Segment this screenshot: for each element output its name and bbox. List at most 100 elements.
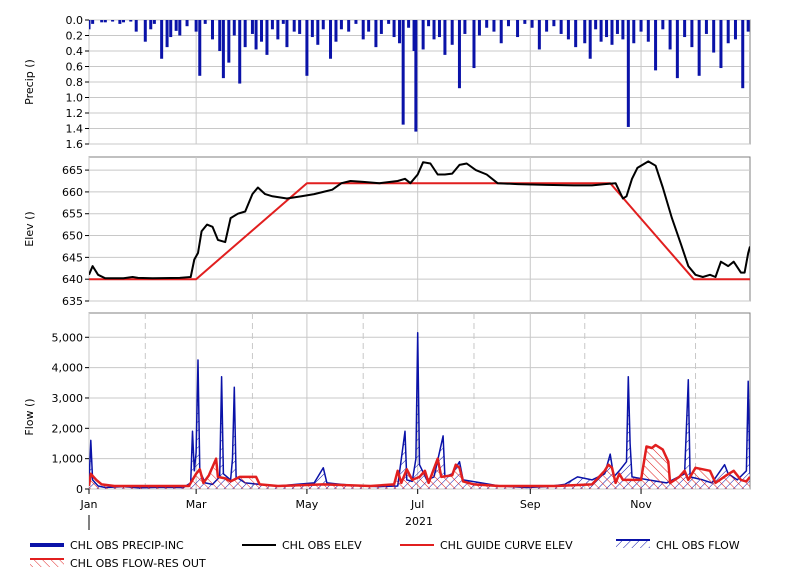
precip-bar: [285, 20, 289, 48]
precip-bar: [626, 20, 630, 127]
precip-bar: [354, 20, 358, 24]
legend-label-flow-res-out: CHL OBS FLOW-RES OUT: [70, 557, 206, 570]
precip-bar: [111, 20, 115, 22]
precip-bar: [583, 20, 587, 44]
y-tick-label: 0.4: [66, 45, 84, 58]
x-tick-label: Nov: [630, 498, 652, 511]
precip-bar: [566, 20, 570, 40]
precip-bar: [361, 20, 365, 40]
precip-bar: [198, 20, 202, 76]
precip-bar: [639, 20, 643, 32]
y-tick-label: 0.2: [66, 30, 84, 43]
y-tick-label: 650: [62, 230, 83, 243]
precip-series: [89, 20, 750, 132]
precip-bar: [134, 20, 138, 32]
precip-bar: [178, 20, 182, 36]
precip-bar: [457, 20, 461, 89]
precip-bar: [152, 20, 156, 24]
precip-bar: [610, 20, 614, 45]
y-tick-label: 1,000: [52, 453, 84, 466]
flow-series: [89, 331, 750, 489]
precip-bar: [675, 20, 679, 79]
precip-bar: [574, 20, 578, 48]
precip-bar: [599, 20, 603, 42]
precip-bar: [281, 20, 285, 24]
precip-bar: [621, 20, 625, 40]
precip-bar: [421, 20, 425, 50]
precip-bar: [254, 20, 258, 50]
precip-axis-label: Precip (): [23, 59, 36, 105]
precip-bar: [305, 20, 309, 76]
y-tick-label: 660: [62, 186, 83, 199]
y-tick-label: 1.2: [66, 107, 84, 120]
precip-bar: [298, 20, 302, 34]
precip-bar: [260, 20, 264, 42]
precip-bar: [552, 20, 556, 27]
elev-series: [89, 160, 750, 281]
data-layer: [89, 20, 750, 489]
precip-bar: [646, 20, 650, 42]
precip-bar: [149, 20, 153, 30]
precip-bar: [374, 20, 378, 48]
precip-bar: [292, 20, 296, 32]
x-axis-year-label: 2021: [405, 515, 433, 528]
precip-bar: [463, 20, 467, 34]
precip-bar: [506, 20, 510, 27]
x-tick-label: Sep: [520, 498, 541, 511]
y-tick-label: 0.8: [66, 76, 84, 89]
precip-bar: [690, 20, 694, 48]
precip-bar: [615, 20, 619, 34]
y-tick-label: 655: [62, 208, 83, 221]
x-tick-label: May: [296, 498, 319, 511]
legend-swatch-flow-res-out: [30, 559, 64, 567]
obs-elev-line: [89, 160, 750, 280]
precip-bar: [588, 20, 592, 59]
legend-label-flow: CHL OBS FLOW: [656, 539, 740, 552]
y-tick-label: 640: [62, 273, 83, 286]
precip-bar: [165, 20, 169, 48]
y-tick-label: 0: [76, 483, 83, 496]
precip-bar: [243, 20, 247, 48]
precip-bar: [559, 20, 563, 34]
x-tick-label: Jan: [80, 498, 98, 511]
precip-bar: [169, 20, 173, 38]
precip-bar: [203, 20, 207, 24]
precip-bar: [265, 20, 269, 55]
precip-bar: [401, 20, 405, 125]
precip-bar: [719, 20, 723, 69]
legend-label-precip: CHL OBS PRECIP-INC: [70, 539, 184, 552]
precip-bar: [412, 20, 416, 51]
precip-bar: [746, 20, 750, 32]
y-tick-label: 1.0: [66, 92, 84, 105]
legend-label-guide: CHL GUIDE CURVE ELEV: [440, 539, 573, 552]
precip-bar: [321, 20, 325, 30]
precip-bar: [392, 20, 396, 38]
flow-axis-label: Flow (): [23, 398, 36, 435]
precip-bar: [250, 20, 254, 34]
precip-bar: [492, 20, 496, 32]
precip-bar: [218, 20, 222, 51]
y-tick-label: 4,000: [52, 362, 84, 375]
precip-bar: [379, 20, 383, 34]
y-tick-label: 645: [62, 251, 83, 264]
guide-curve-line: [89, 182, 750, 281]
precip-bar: [450, 20, 454, 45]
precip-bar: [398, 20, 402, 44]
precip-bar: [632, 20, 636, 44]
precip-bar: [122, 20, 126, 23]
precip-bar: [103, 20, 107, 23]
precip-bar: [387, 20, 391, 24]
precip-bar: [683, 20, 687, 38]
precip-bar: [697, 20, 701, 76]
flow-res-out-line: [89, 443, 750, 488]
precip-bar: [100, 20, 104, 23]
precip-bar: [516, 20, 520, 38]
precip-bar: [432, 20, 436, 40]
precip-bar: [347, 20, 351, 32]
precip-bar: [118, 20, 122, 24]
precip-bar: [605, 20, 609, 38]
precip-bar: [661, 20, 665, 30]
y-tick-label: 5,000: [52, 331, 84, 344]
precip-bar: [334, 20, 338, 42]
